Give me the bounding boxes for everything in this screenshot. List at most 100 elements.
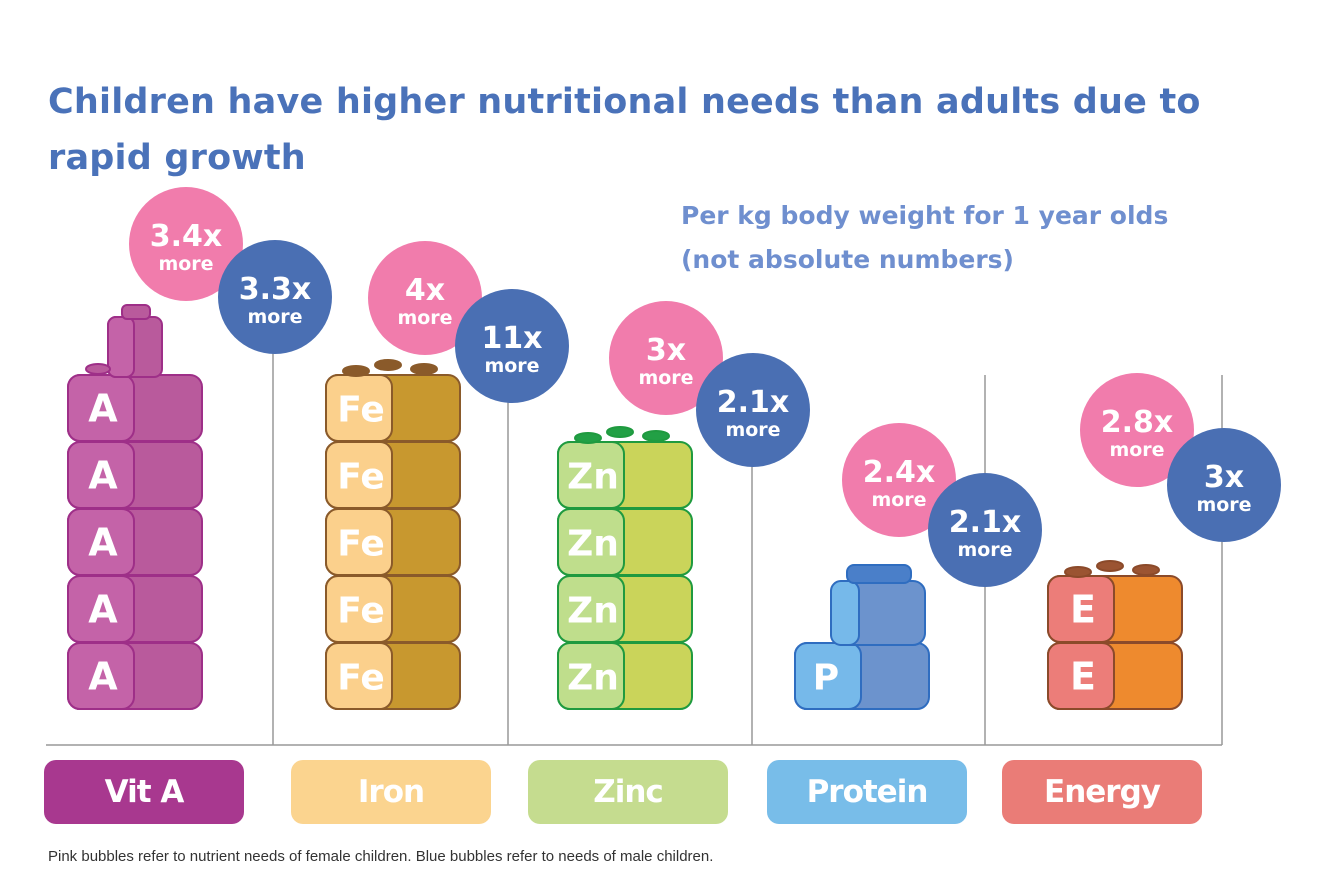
male-bubble-value: 11x [481,321,542,356]
stack-block: Fe [325,441,461,509]
tower-piece-front [107,316,135,378]
stack-block: Zn [557,575,693,643]
male-bubble-value: 3x [1204,460,1244,495]
block-letter: A [88,655,118,699]
block-stack-energy: EE [1047,560,1183,710]
stack-block [794,642,930,710]
female-bubble-circle [842,423,956,537]
male-bubble-circle [455,289,569,403]
stack-block: Fe [325,575,461,643]
block-front [67,374,135,442]
female-bubble-value: 4x [405,273,445,308]
block-letter: Zn [567,524,619,565]
stack-block: Fe [325,508,461,576]
female-bubble-value: 2.4x [863,455,936,490]
stack-block: E [1047,575,1183,643]
female-bubble-unit: more [158,253,213,275]
female-bubble-value: 3.4x [150,219,223,254]
male-bubble-circle [218,240,332,354]
stack-block: Fe [325,374,461,442]
upper-block-front [830,580,860,646]
block-letter: Fe [337,591,385,632]
block-stud [1064,566,1092,578]
tower-stud [121,304,151,320]
male-bubble-value: 2.1x [717,385,790,420]
block-stud [574,432,602,444]
male-bubble-value: 3.3x [239,272,312,307]
block-letter: A [88,454,118,498]
block-letter: Fe [337,658,385,699]
category-label: Iron [291,760,491,824]
block-letter: E [1070,655,1096,699]
block-letter: Zn [567,457,619,498]
block-stud [642,430,670,442]
stack-block: A [67,441,203,509]
female-bubble-circle [609,301,723,415]
female-bubble-circle [1080,373,1194,487]
block-letter: Fe [337,524,385,565]
subtitle-line-2: (not absolute numbers) [681,245,1014,274]
category-label: Zinc [528,760,728,824]
block-stud [410,363,438,375]
block-stud [1132,564,1160,576]
female-bubble-unit: more [871,489,926,511]
block-letter: A [88,387,118,431]
female-bubble-unit: more [1109,439,1164,461]
stack-block: A [67,508,203,576]
chart-title: Children have higher nutritional needs t… [48,82,1201,178]
male-bubble-unit: more [957,539,1012,561]
stack-block: A [67,374,203,442]
block-letter: Zn [567,658,619,699]
block-letter: Fe [337,390,385,431]
stack-block: E [1047,642,1183,710]
stack-block: A [67,642,203,710]
block-stud [606,426,634,438]
stack-block: Zn [557,642,693,710]
upper-block-stud [846,564,912,584]
male-bubble-value: 2.1x [949,505,1022,540]
male-bubble-unit: more [247,306,302,328]
category-label: Vit A [44,760,244,824]
male-bubble-circle [696,353,810,467]
male-bubble-circle [1167,428,1281,542]
female-bubble-value: 2.8x [1101,405,1174,440]
stack-block: A [67,575,203,643]
male-bubble-circle [928,473,1042,587]
block-stud [342,365,370,377]
block-stack-protein: P [794,564,930,710]
block-letter: P [813,658,839,699]
category-label: Energy [1002,760,1202,824]
female-bubble-circle [129,187,243,301]
block-front [794,642,862,710]
block-stack-iron: Fe Fe Fe Fe Fe [325,359,461,710]
stack-block: Fe [325,642,461,710]
block-letter: A [88,588,118,632]
block-stack-zinc: Zn Zn Zn Zn [557,426,693,710]
block-letter: E [1070,588,1096,632]
footnote: Pink bubbles refer to nutrient needs of … [48,848,714,865]
male-bubble-unit: more [725,419,780,441]
stack-block: Zn [557,441,693,509]
female-bubble-unit: more [638,367,693,389]
male-bubble-unit: more [1196,494,1251,516]
female-bubble-unit: more [397,307,452,329]
female-bubble-value: 3x [646,333,686,368]
male-bubble-unit: more [484,355,539,377]
stack-block: Zn [557,508,693,576]
block-letter: Zn [567,591,619,632]
female-bubble-circle [368,241,482,355]
block-letter: A [88,521,118,565]
subtitle-line-1: Per kg body weight for 1 year olds [681,201,1169,230]
block-stud [374,359,402,371]
